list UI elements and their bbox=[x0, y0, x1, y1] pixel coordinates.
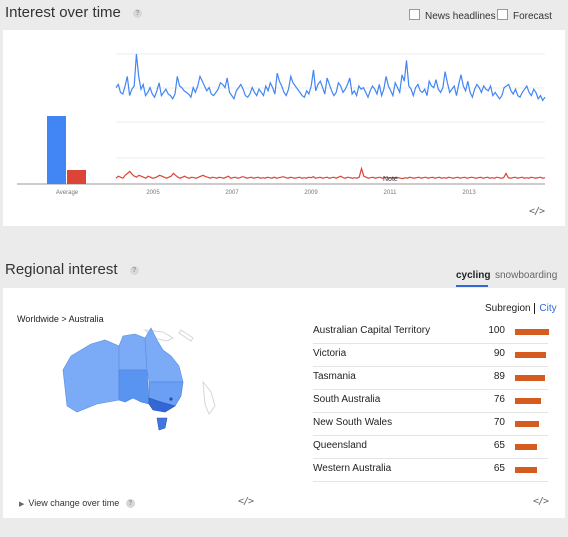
interest-title: Interest over time ? bbox=[5, 4, 143, 21]
news-headlines-toggle[interactable]: News headlines bbox=[409, 6, 496, 24]
interest-chart: Average Note 2005 2007 2009 2011 2013 bbox=[17, 53, 546, 196]
region-bar bbox=[515, 398, 541, 404]
note-annotation: Note bbox=[383, 176, 398, 183]
region-row[interactable]: South Australia 76 bbox=[313, 389, 548, 413]
series-line-blue bbox=[115, 53, 546, 102]
region-queensland[interactable] bbox=[144, 327, 184, 383]
region-name: Queensland bbox=[313, 440, 367, 451]
interest-embed-icon[interactable]: </> bbox=[529, 206, 545, 217]
region-act[interactable] bbox=[169, 397, 173, 401]
x-tick-label: 2013 bbox=[462, 190, 476, 196]
region-name: Western Australia bbox=[313, 463, 392, 474]
regional-title-text: Regional interest bbox=[5, 261, 118, 278]
region-value: 89 bbox=[493, 371, 505, 382]
region-value: 100 bbox=[488, 325, 505, 336]
interest-panel: Average Note 2005 2007 2009 2011 2013 </> bbox=[3, 30, 565, 226]
region-name: South Australia bbox=[313, 394, 381, 405]
region-table: Australian Capital Territory 100 Victoria 9… bbox=[313, 320, 553, 490]
region-bar bbox=[515, 352, 546, 358]
forecast-label: Forecast bbox=[513, 11, 552, 22]
forecast-checkbox[interactable] bbox=[497, 9, 508, 21]
news-headlines-checkbox[interactable] bbox=[409, 9, 420, 21]
region-value: 65 bbox=[493, 440, 505, 451]
regional-panel: Worldwide > Australia Subregion City Aus… bbox=[3, 288, 565, 518]
interest-title-text: Interest over time bbox=[5, 4, 121, 21]
map-embed-icon[interactable]: </> bbox=[238, 496, 254, 507]
series-line-red bbox=[115, 166, 546, 180]
region-bar bbox=[515, 329, 549, 335]
view-change-label: View change over time bbox=[28, 498, 120, 508]
region-row[interactable]: Queensland 65 bbox=[313, 435, 548, 459]
region-tasmania[interactable] bbox=[156, 417, 168, 431]
average-bar-blue bbox=[47, 116, 66, 184]
region-row[interactable]: Victoria 90 bbox=[313, 343, 548, 367]
region-western-australia[interactable] bbox=[62, 339, 120, 413]
region-south-australia[interactable] bbox=[118, 369, 150, 405]
region-bar bbox=[515, 444, 538, 450]
average-bar-red bbox=[67, 170, 86, 184]
region-bar bbox=[515, 375, 546, 381]
region-northern-territory[interactable] bbox=[118, 333, 148, 371]
average-label: Average bbox=[56, 190, 79, 196]
region-row[interactable]: Australian Capital Territory 100 bbox=[313, 320, 549, 344]
region-value: 65 bbox=[493, 463, 505, 474]
x-tick-label: 2009 bbox=[304, 190, 318, 196]
region-bar bbox=[515, 421, 539, 427]
x-tick-label: 2005 bbox=[146, 190, 160, 196]
breadcrumb[interactable]: Worldwide > Australia bbox=[17, 314, 104, 324]
region-value: 76 bbox=[493, 394, 505, 405]
regional-help-icon[interactable]: ? bbox=[129, 265, 139, 275]
view-change-over-time[interactable]: ▶ View change over time ? bbox=[19, 498, 135, 509]
x-tick-label: 2011 bbox=[384, 190, 398, 196]
region-bar bbox=[515, 467, 538, 473]
region-name: Victoria bbox=[313, 348, 347, 359]
region-row[interactable]: New South Wales 70 bbox=[313, 412, 548, 436]
tab-cycling[interactable]: cycling bbox=[456, 270, 490, 287]
forecast-toggle[interactable]: Forecast bbox=[497, 6, 552, 24]
view-change-help-icon[interactable]: ? bbox=[125, 499, 135, 509]
region-victoria[interactable] bbox=[148, 397, 176, 413]
region-name: Australian Capital Territory bbox=[313, 325, 431, 336]
subregion-link[interactable]: Subregion bbox=[485, 303, 535, 314]
city-link[interactable]: City bbox=[539, 303, 557, 314]
australia-map[interactable] bbox=[53, 326, 233, 436]
news-headlines-label: News headlines bbox=[425, 11, 496, 22]
region-row[interactable]: Western Australia 65 bbox=[313, 458, 548, 482]
tab-snowboarding[interactable]: snowboarding bbox=[495, 270, 558, 281]
region-name: New South Wales bbox=[313, 417, 393, 428]
table-embed-icon[interactable]: </> bbox=[533, 496, 549, 507]
interest-help-icon[interactable]: ? bbox=[133, 8, 143, 18]
new-caledonia-outline bbox=[202, 380, 216, 416]
island-outline bbox=[178, 329, 194, 342]
x-tick-label: 2007 bbox=[225, 190, 239, 196]
region-name: Tasmania bbox=[313, 371, 356, 382]
regional-title: Regional interest ? bbox=[5, 261, 139, 278]
triangle-right-icon: ▶ bbox=[19, 501, 25, 508]
region-value: 90 bbox=[493, 348, 505, 359]
region-value: 70 bbox=[493, 417, 505, 428]
region-row[interactable]: Tasmania 89 bbox=[313, 366, 548, 390]
subregion-city-toggle: Subregion City bbox=[485, 303, 557, 314]
